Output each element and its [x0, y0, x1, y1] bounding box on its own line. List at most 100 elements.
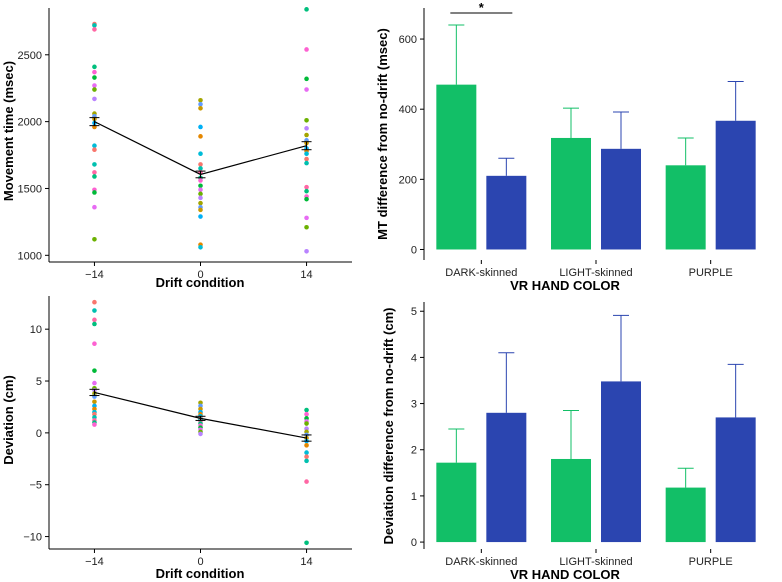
data-point	[198, 178, 203, 183]
y-tick-label: 400	[399, 104, 417, 116]
x-tick-label: −14	[85, 269, 104, 281]
data-point	[304, 454, 309, 460]
data-point	[92, 27, 97, 32]
panel-deviation-scatter: Drift condition Deviation (cm) −10 −5 0 5 10…	[1, 296, 352, 581]
data-point	[92, 399, 97, 405]
data-point	[92, 174, 97, 179]
data-point	[92, 190, 97, 195]
data-point	[304, 7, 309, 12]
data-point	[92, 368, 97, 373]
y-tick-label: −10	[23, 532, 42, 544]
data-point	[92, 162, 97, 167]
data-point	[304, 160, 309, 166]
y-axis-label: Movement time (msec)	[1, 61, 16, 201]
data-point	[198, 200, 203, 206]
data-point	[92, 204, 97, 210]
bar	[665, 487, 706, 543]
bar	[551, 458, 591, 543]
x-tick-label: 0	[197, 269, 203, 281]
x-tick-label: DARK-skinned	[445, 556, 517, 568]
data-point	[198, 124, 203, 130]
data-point	[198, 214, 203, 219]
bar	[551, 137, 591, 250]
marks-group	[89, 299, 312, 546]
bar	[486, 412, 527, 543]
data-point	[198, 151, 203, 157]
bar	[601, 148, 641, 250]
data-point	[304, 540, 309, 546]
y-tick-label: 4	[411, 352, 417, 364]
data-point	[304, 421, 309, 426]
data-point	[304, 87, 309, 92]
data-point	[304, 411, 309, 417]
x-tick-label: LIGHT-skinned	[559, 556, 632, 568]
data-point	[304, 224, 309, 230]
y-tick-label: 5	[411, 306, 417, 318]
data-point	[198, 105, 203, 111]
ticks-group: 0 200 400 600 DARK-skinned LIGHT-skinned PURPL…	[399, 34, 733, 279]
data-point	[92, 308, 97, 313]
x-axis-label: Drift condition	[156, 275, 245, 290]
data-point	[304, 249, 309, 254]
data-point	[92, 341, 97, 346]
panel-movement-time-scatter: Drift condition Movement time (msec) 100…	[1, 7, 352, 290]
panel-mt-difference-bars: VR HAND COLOR MT difference from no-drif…	[375, 0, 756, 293]
marks-group	[89, 7, 312, 254]
data-point	[92, 236, 97, 242]
data-point	[92, 299, 97, 305]
data-point	[92, 422, 97, 427]
y-tick-label: 200	[399, 174, 417, 186]
data-point	[198, 191, 203, 197]
data-point	[92, 64, 97, 70]
ticks-group: −10 −5 0 5 10 −14 0 14	[23, 324, 312, 568]
data-point	[304, 156, 309, 162]
data-point	[198, 162, 203, 167]
data-point	[304, 76, 309, 82]
y-tick-label: 10	[30, 324, 42, 336]
significance-star: *	[479, 0, 485, 15]
bar	[715, 417, 756, 543]
data-point	[304, 458, 309, 464]
bar	[436, 84, 477, 250]
data-point	[198, 187, 203, 193]
data-point	[304, 47, 309, 52]
x-axis-label: VR HAND COLOR	[510, 567, 620, 582]
y-tick-label: 1000	[18, 250, 42, 262]
y-tick-label: 600	[399, 34, 417, 46]
data-point	[304, 450, 309, 455]
data-point	[198, 244, 203, 250]
data-point	[92, 87, 97, 92]
x-tick-label: −14	[85, 556, 104, 568]
x-tick-label: PURPLE	[689, 267, 733, 279]
y-tick-label: 0	[411, 537, 417, 549]
y-tick-label: 1500	[18, 183, 42, 195]
data-point	[304, 184, 309, 190]
data-point	[92, 380, 97, 386]
data-point	[92, 83, 97, 88]
data-point	[198, 97, 203, 103]
data-point	[92, 23, 97, 28]
data-point	[304, 215, 309, 221]
data-point	[304, 117, 309, 123]
y-tick-label: 1	[411, 491, 417, 503]
bar	[665, 165, 706, 250]
data-point	[198, 195, 203, 201]
data-point	[92, 317, 97, 323]
x-tick-label: DARK-skinned	[445, 267, 517, 279]
bar	[715, 120, 756, 250]
y-axis-label: Deviation difference from no-drift (cm)	[381, 308, 396, 545]
data-point	[304, 196, 309, 202]
y-tick-label: 0	[36, 428, 42, 440]
x-tick-label: 14	[300, 269, 312, 281]
bar	[601, 381, 641, 543]
x-tick-label: 14	[300, 556, 312, 568]
data-point	[304, 151, 309, 157]
marks-group: *	[436, 0, 756, 250]
y-tick-label: 2500	[18, 50, 42, 62]
data-point	[92, 143, 97, 148]
y-axis-label: MT difference from no-drift (msec)	[375, 28, 390, 240]
data-point	[92, 75, 97, 80]
y-tick-label: −5	[29, 480, 42, 492]
data-point	[198, 431, 203, 437]
